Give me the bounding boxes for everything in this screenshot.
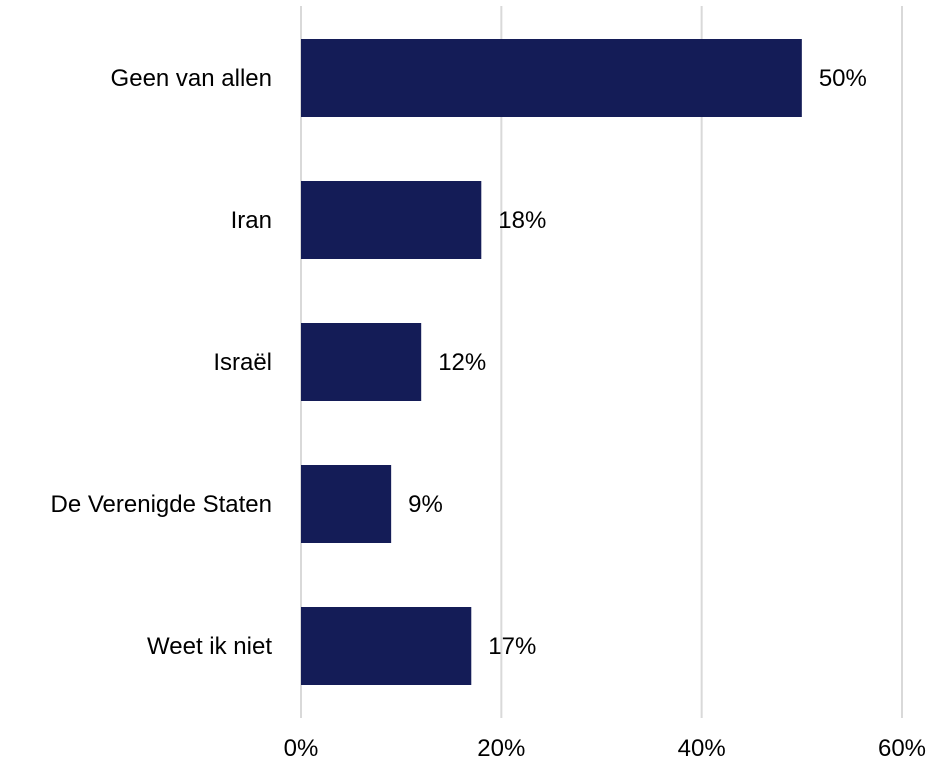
bar [301,465,392,543]
data-labels: 50% 18% 12% 9% 17% [408,65,867,660]
x-tick-label: 20% [477,735,525,762]
data-label: 50% [819,65,867,92]
data-label: 18% [498,207,546,234]
data-label: 17% [488,633,536,660]
x-axis-tick-labels: 0% 20% 40% 60% [284,735,926,762]
category-label: Iran [231,207,272,234]
x-tick-label: 40% [678,735,726,762]
bar [301,607,472,685]
category-label: Geen van allen [111,65,272,92]
category-labels: Geen van allen Iran Israël De Verenigde Sta… [51,65,273,660]
data-label: 12% [438,349,486,376]
category-label: Israël [213,349,272,376]
bar [301,39,802,117]
category-label: De Verenigde Staten [51,491,273,518]
bar [301,323,422,401]
data-label: 9% [408,491,443,518]
x-tick-label: 0% [284,735,319,762]
bars [301,39,802,685]
x-tick-label: 60% [878,735,926,762]
category-label: Weet ik niet [147,633,272,660]
bar [301,181,482,259]
